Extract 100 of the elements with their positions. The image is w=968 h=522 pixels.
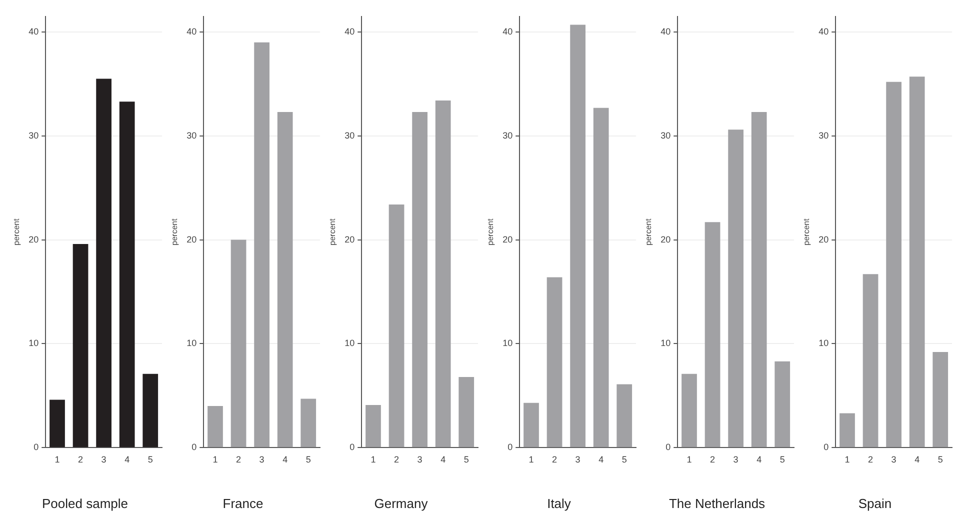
x-tick-label: 3 [417,454,422,464]
bar [932,352,948,448]
y-axis-title: percent [802,218,812,246]
y-tick-label: 40 [660,26,671,36]
bar [886,82,902,448]
y-tick-label: 40 [502,26,513,36]
bar [616,384,632,448]
bar [458,376,474,448]
y-tick-label: 0 [34,442,39,452]
bar [142,374,158,448]
bar [435,100,451,448]
bar [366,405,381,448]
bar [230,240,246,448]
y-tick-label: 30 [502,130,513,140]
x-tick-label: 4 [914,454,920,464]
bar [300,398,316,448]
bar [119,102,135,448]
x-tick-label: 5 [780,454,785,464]
y-tick-label: 10 [344,338,355,348]
x-tick-label: 4 [282,454,288,464]
y-axis-title: percent [644,218,654,246]
x-tick-label: 2 [552,454,558,464]
y-tick-label: 0 [350,442,355,452]
bar [96,78,112,448]
bar [254,42,270,448]
y-tick-label: 10 [660,338,671,348]
x-tick-label: 3 [101,454,106,464]
y-tick-label: 40 [818,26,829,36]
x-tick-label: 5 [148,454,153,464]
bar [277,112,293,448]
x-tick-label: 2 [394,454,400,464]
bar [682,374,697,448]
x-tick-label: 5 [306,454,311,464]
text: The Netherlands [668,496,766,511]
y-axis-title: percent [12,218,22,246]
x-tick-label: 3 [575,454,580,464]
x-tick-label: 2 [710,454,716,464]
text: Italy [547,496,572,511]
y-tick-label: 30 [186,130,197,140]
x-tick-label: 3 [891,454,896,464]
bar [72,244,88,448]
y-tick-label: 30 [28,130,39,140]
x-tick-label: 3 [733,454,738,464]
y-tick-label: 20 [186,234,197,244]
bar [728,130,744,448]
y-tick-label: 40 [344,26,355,36]
bar [704,222,720,448]
y-axis-title: percent [486,218,496,246]
y-tick-label: 0 [666,442,671,452]
y-tick-label: 0 [508,442,513,452]
bar [388,204,404,448]
y-axis-title: percent [170,218,180,246]
y-tick-label: 0 [824,442,829,452]
y-tick-label: 10 [28,338,39,348]
y-tick-label: 0 [192,442,197,452]
y-tick-label: 20 [660,234,671,244]
x-tick-label: 1 [844,454,850,464]
x-tick-label: 4 [598,454,604,464]
bar [208,406,223,448]
bar [840,413,855,448]
y-tick-label: 10 [502,338,513,348]
text: Germany [374,496,428,511]
x-tick-label: 2 [78,454,84,464]
x-tick-label: 5 [938,454,943,464]
x-tick-label: 2 [236,454,242,464]
bar [909,76,925,448]
x-tick-label: 1 [370,454,376,464]
bar [774,361,790,448]
x-tick-label: 3 [259,454,264,464]
y-tick-label: 30 [344,130,355,140]
text: France [222,496,264,511]
bar [593,108,609,448]
bar [524,402,539,448]
x-tick-label: 1 [528,454,534,464]
y-tick-label: 40 [186,26,197,36]
y-tick-label: 10 [186,338,197,348]
y-tick-label: 30 [818,130,829,140]
y-tick-label: 40 [28,26,39,36]
x-tick-label: 1 [54,454,60,464]
y-tick-label: 30 [660,130,671,140]
y-tick-label: 20 [502,234,513,244]
text: Pooled sample [42,496,128,511]
y-tick-label: 20 [344,234,355,244]
y-tick-label: 20 [818,234,829,244]
bar [412,112,428,448]
x-tick-label: 2 [868,454,874,464]
text: Spain [858,496,892,511]
bar [751,112,767,448]
bar [570,24,586,448]
y-tick-label: 10 [818,338,829,348]
bar [546,277,562,448]
x-tick-label: 4 [124,454,130,464]
y-tick-label: 20 [28,234,39,244]
bar [50,400,65,448]
x-tick-label: 4 [440,454,446,464]
x-tick-label: 5 [464,454,469,464]
x-tick-label: 1 [686,454,692,464]
y-axis-title: percent [328,218,338,246]
x-tick-label: 1 [212,454,218,464]
x-tick-label: 4 [756,454,762,464]
